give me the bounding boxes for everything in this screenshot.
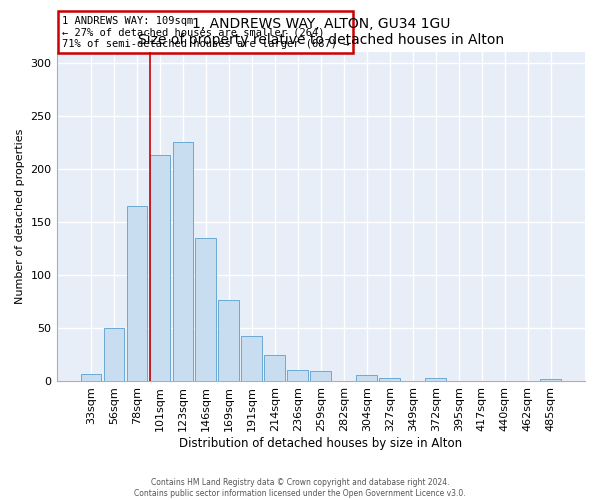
Bar: [218, 300, 239, 382]
Bar: [379, 378, 400, 382]
Bar: [540, 380, 561, 382]
Bar: [173, 142, 193, 382]
Text: Contains HM Land Registry data © Crown copyright and database right 2024.
Contai: Contains HM Land Registry data © Crown c…: [134, 478, 466, 498]
Bar: [310, 371, 331, 382]
Y-axis label: Number of detached properties: Number of detached properties: [15, 129, 25, 304]
Bar: [80, 374, 101, 382]
Title: 1, ANDREWS WAY, ALTON, GU34 1GU
Size of property relative to detached houses in : 1, ANDREWS WAY, ALTON, GU34 1GU Size of …: [138, 16, 504, 46]
Text: 1 ANDREWS WAY: 109sqm
← 27% of detached houses are smaller (264)
71% of semi-det: 1 ANDREWS WAY: 109sqm ← 27% of detached …: [62, 16, 349, 49]
X-axis label: Distribution of detached houses by size in Alton: Distribution of detached houses by size …: [179, 437, 463, 450]
Bar: [287, 370, 308, 382]
Bar: [149, 155, 170, 382]
Bar: [241, 336, 262, 382]
Bar: [425, 378, 446, 382]
Bar: [196, 238, 216, 382]
Bar: [265, 355, 285, 382]
Bar: [127, 206, 147, 382]
Bar: [356, 375, 377, 382]
Bar: [104, 328, 124, 382]
